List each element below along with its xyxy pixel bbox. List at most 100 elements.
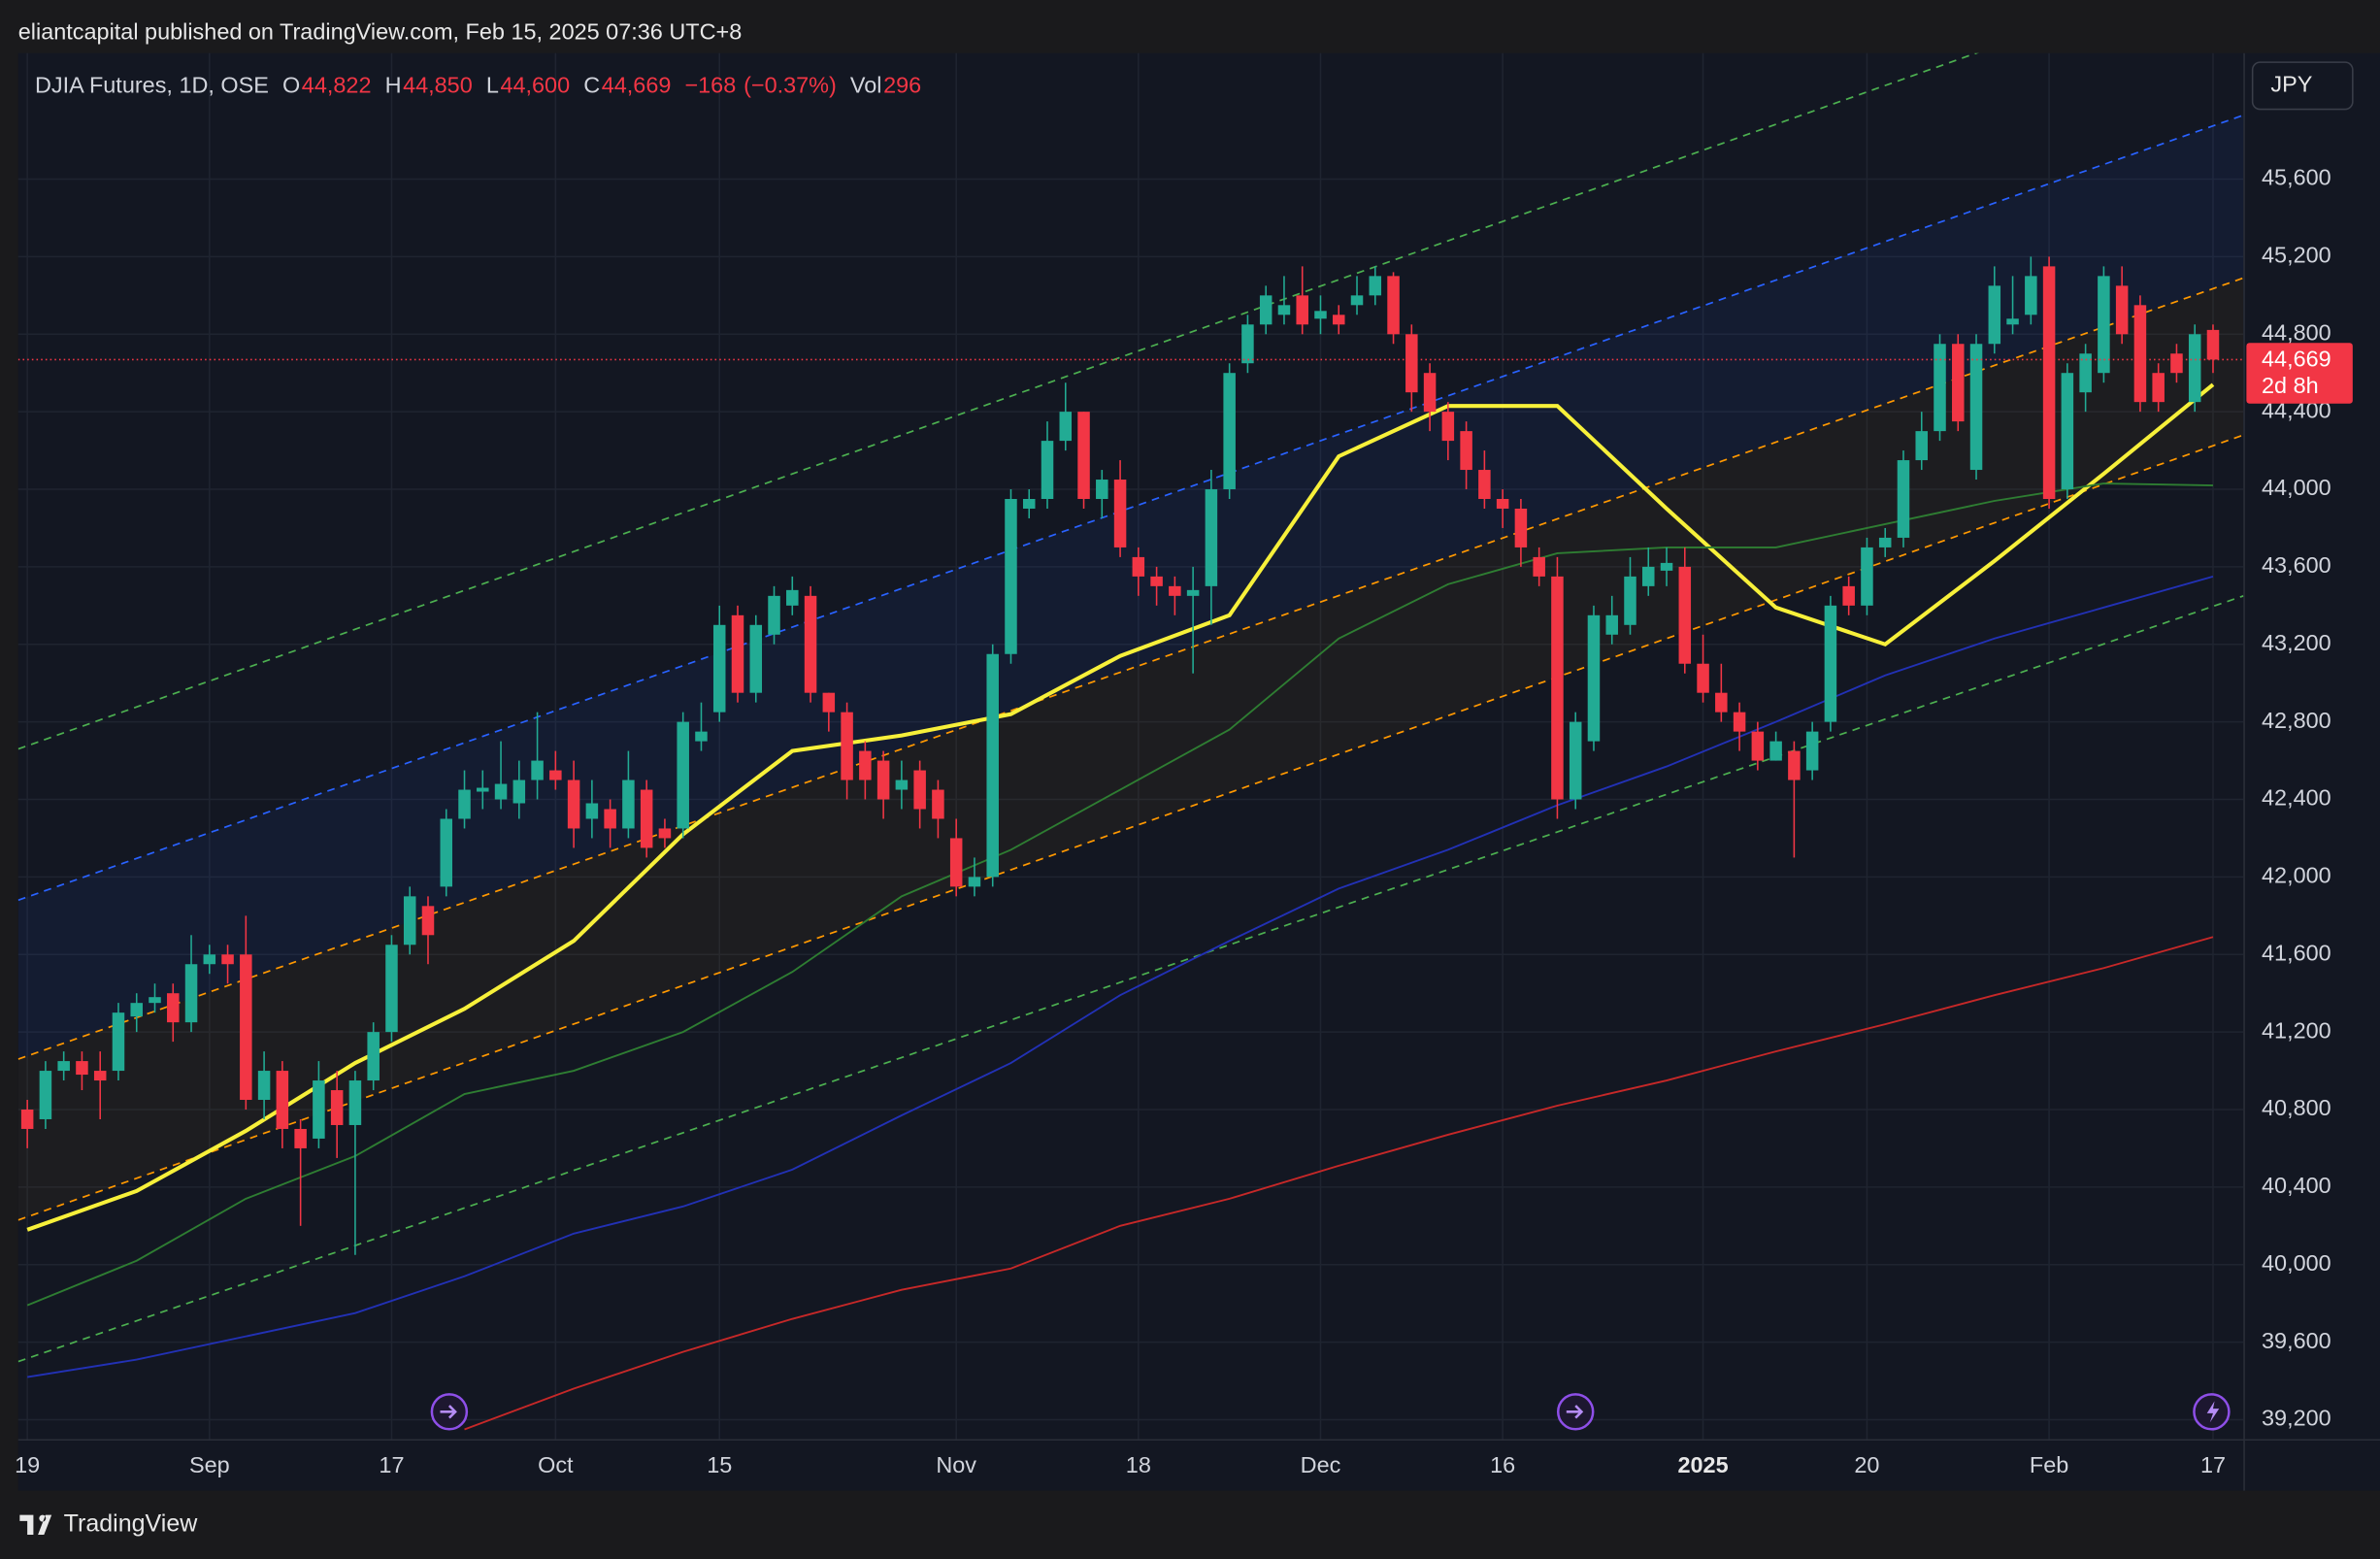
candle-body: [1715, 692, 1728, 713]
candle-body: [1314, 311, 1327, 319]
overlays: [17, 52, 2244, 1431]
candle-body: [276, 1071, 289, 1129]
channel-line: [17, 277, 2244, 1060]
candle-body: [2006, 318, 2019, 325]
candle-body: [1096, 480, 1108, 500]
legend-value: (−0.37%): [744, 72, 837, 97]
candle-body: [1186, 589, 1200, 596]
candle-body: [458, 789, 471, 819]
candle-body: [1132, 556, 1145, 577]
symbol: DJIA Futures, 1D, OSE: [35, 72, 269, 97]
candle-body: [149, 997, 161, 1004]
candle-body: [913, 770, 926, 810]
candle-body: [221, 954, 234, 965]
legend-key: H: [385, 72, 402, 97]
candle-body: [512, 780, 526, 804]
candle-body: [712, 624, 726, 713]
legend-value: 44,822: [302, 72, 372, 97]
candle-body: [1915, 431, 1928, 461]
candle-body: [1478, 470, 1491, 500]
legend-value: −168: [684, 72, 736, 97]
moving-average: [27, 575, 2214, 1378]
candle-body: [1113, 480, 1127, 547]
brand: TradingView: [64, 1509, 199, 1537]
candle-body: [1259, 295, 1273, 325]
candle-body: [93, 1071, 107, 1081]
candle-body: [2042, 266, 2056, 500]
candle-body: [1660, 562, 1673, 571]
candles: [17, 256, 2244, 1255]
y-tick-label: 40,400: [2262, 1173, 2331, 1198]
channel-fill: [17, 278, 2244, 1220]
candle-body: [1077, 412, 1090, 500]
legend-value: 44,600: [500, 72, 570, 97]
event-icon-glyph: [1566, 1405, 1584, 1419]
candle-body: [421, 906, 435, 936]
x-tick-label: Nov: [936, 1452, 976, 1477]
x-tick-label: 20: [1854, 1452, 1879, 1477]
candle-body: [403, 896, 416, 945]
candle-body: [731, 614, 744, 693]
candle-body: [1533, 556, 1545, 577]
candle-body: [549, 770, 562, 780]
candle-body: [1751, 731, 1765, 761]
candle-body: [1460, 431, 1472, 471]
candle-body: [348, 1080, 362, 1125]
event-icon-glyph: [440, 1405, 457, 1419]
candle-body: [2206, 329, 2220, 360]
candle-body: [1769, 741, 1782, 761]
y-tick-label: 39,200: [2262, 1406, 2331, 1431]
y-tick-label: 42,000: [2262, 863, 2331, 888]
candle-body: [20, 1110, 34, 1129]
brand-logo: TradingView: [19, 1509, 198, 1537]
legend-key: L: [486, 72, 499, 97]
candle-body: [1205, 489, 1218, 586]
candle-body: [1369, 276, 1382, 296]
candle-body: [1587, 614, 1601, 742]
axes: 39,200 39,600 40,000 40,400 40,800 41,200 41,6…: [15, 165, 2353, 1477]
event-icons: [430, 1393, 2231, 1431]
candle-body: [1514, 508, 1528, 547]
candle-body: [385, 945, 398, 1033]
candle-body: [1861, 547, 1873, 606]
candle-body: [2133, 305, 2147, 403]
candle-body: [622, 780, 635, 829]
x-tick-label: 16: [1490, 1452, 1515, 1477]
candle-body: [440, 818, 453, 887]
moving-average: [26, 482, 2214, 1307]
candle-body: [1969, 344, 1983, 471]
channel-line: [17, 52, 1979, 750]
candle-body: [585, 803, 599, 819]
legend-key: O: [282, 72, 300, 97]
currency[interactable]: JPY: [2270, 72, 2312, 97]
candle-body: [2152, 373, 2165, 403]
candle-body: [477, 787, 489, 792]
candle-body: [859, 750, 872, 780]
candle-body: [203, 954, 216, 965]
moving-average: [26, 382, 2215, 1232]
candle-body: [876, 760, 890, 800]
candle-body: [1423, 373, 1437, 413]
candle-body: [768, 595, 780, 635]
candle-body: [1150, 576, 1163, 586]
countdown: 2d 8h: [2262, 373, 2319, 398]
candle-body: [2098, 276, 2110, 374]
y-tick-label: 42,400: [2262, 785, 2331, 811]
candle-body: [1988, 285, 2001, 345]
candle-body: [294, 1128, 307, 1148]
candle-body: [949, 838, 963, 887]
x-tick-label: 17: [2200, 1452, 2226, 1477]
candle-body: [367, 1032, 380, 1081]
candle-body: [1277, 305, 1291, 315]
moving-average: [464, 936, 2214, 1431]
x-tick-label: 15: [707, 1452, 732, 1477]
candle-body: [1934, 344, 1946, 432]
price-axis-area: [2243, 52, 2380, 1440]
publisher: eliantcapital published on TradingView.c…: [18, 19, 743, 45]
candle-body: [240, 954, 252, 1101]
x-tick-label: 17: [379, 1452, 404, 1477]
currency-button[interactable]: [2251, 61, 2354, 111]
channel-line: [17, 114, 2244, 902]
legend-value: 44,669: [602, 72, 672, 97]
candle-body: [841, 712, 853, 780]
